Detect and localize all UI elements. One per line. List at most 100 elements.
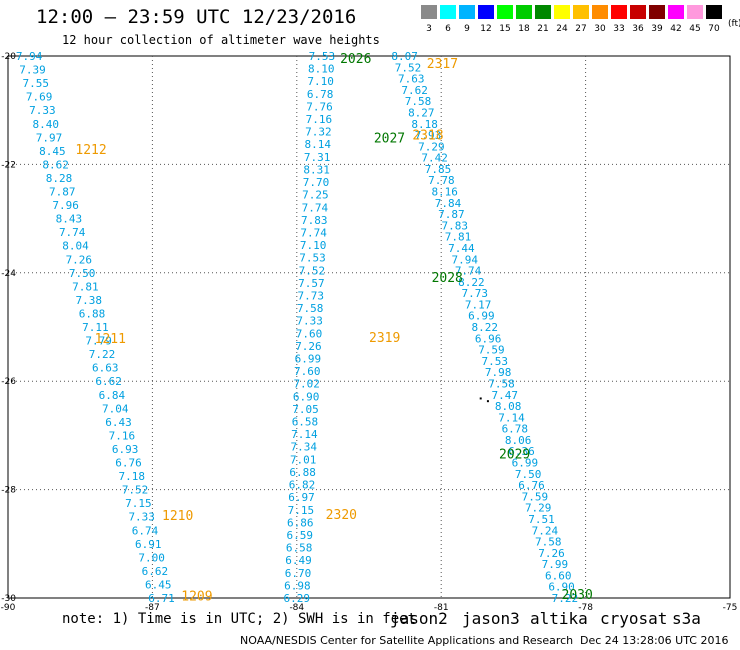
wave-height-value: 7.62 (401, 84, 428, 97)
wave-height-value: 7.58 (405, 95, 432, 108)
longitude-tick-label: -90 (1, 603, 16, 613)
wave-height-value: 7.00 (138, 551, 165, 564)
wave-height-value: 7.93 (415, 129, 442, 142)
wave-height-value: 6.62 (95, 375, 122, 388)
longitude-tick-label: -87 (145, 603, 160, 613)
wave-height-value: 7.25 (302, 189, 329, 202)
wave-height-value: 6.74 (132, 524, 159, 537)
wave-height-value: 7.10 (307, 75, 334, 88)
wave-height-value: 7.74 (59, 226, 86, 239)
wave-height-value: 7.81 (72, 280, 99, 293)
wave-height-value: 7.63 (398, 73, 425, 86)
wave-height-value: 7.58 (535, 536, 562, 549)
legend-altika: altika (530, 609, 588, 628)
wave-height-value: 7.73 (461, 287, 488, 300)
wave-height-value: 7.51 (528, 513, 555, 526)
latitude-tick-label: -26 (1, 377, 16, 387)
scale-swatch (421, 5, 437, 19)
wave-height-value: 7.53 (299, 252, 326, 265)
wave-height-value: 7.52 (299, 264, 326, 277)
wave-height-value: 6.90 (548, 581, 575, 594)
wave-height-value: 6.99 (295, 353, 322, 366)
scale-label: 6 (445, 24, 451, 34)
scale-label: 27 (575, 24, 587, 34)
data-dot (479, 397, 482, 400)
wave-height-value: 8.45 (39, 145, 66, 158)
wave-height-value: 7.97 (36, 131, 63, 144)
wave-height-value: 8.18 (411, 118, 438, 131)
wave-height-value: 8.08 (495, 400, 522, 413)
wave-height-value: 7.50 (515, 468, 542, 481)
wave-height-value: 6.90 (293, 390, 320, 403)
wave-height-value: 7.53 (482, 355, 509, 368)
scale-swatch (497, 5, 513, 19)
wave-height-value: 6.76 (518, 479, 545, 492)
scale-unit-label: (ft) (728, 19, 740, 29)
wave-height-value: 7.10 (300, 239, 327, 252)
scale-label: 18 (518, 24, 530, 34)
map-frame (7, 55, 731, 599)
wave-height-value: 7.42 (421, 152, 448, 165)
pass-time-label: 2319 (369, 331, 400, 346)
wave-height-value: 7.96 (52, 199, 79, 212)
scale-swatch (554, 5, 570, 19)
scale-swatch (459, 5, 475, 19)
wave-height-value: 7.26 (66, 253, 93, 266)
latitude-tick-label: -22 (1, 160, 16, 170)
wave-height-value: 7.16 (109, 429, 136, 442)
wave-height-value: 6.78 (307, 88, 334, 101)
wave-height-value: 8.04 (62, 240, 89, 253)
wave-height-value: 7.59 (522, 490, 549, 503)
wave-height-value: 6.71 (148, 592, 175, 605)
wave-height-value: 6.43 (105, 416, 132, 429)
scale-swatch (706, 5, 722, 19)
wave-height-value: 6.98 (284, 579, 311, 592)
wave-height-value: 7.05 (292, 403, 319, 416)
wave-height-value: 6.58 (286, 542, 313, 555)
scale-label: 9 (464, 24, 470, 34)
wave-height-value: 6.59 (286, 529, 313, 542)
wave-height-value: 7.47 (492, 389, 519, 402)
wave-height-value: 8.22 (458, 276, 485, 289)
wave-height-value: 7.69 (26, 91, 53, 104)
scale-label: 30 (594, 24, 606, 34)
wave-height-value: 7.32 (305, 126, 332, 139)
scale-swatch (630, 5, 646, 19)
wave-height-value: 7.15 (288, 504, 315, 517)
wave-height-value: 7.02 (293, 378, 320, 391)
wave-height-value: 6.36 (508, 445, 535, 458)
wave-height-value: 8.27 (408, 106, 435, 119)
scale-swatch (611, 5, 627, 19)
wave-height-value: 7.57 (298, 277, 325, 290)
wave-height-value: 7.99 (542, 558, 569, 571)
wave-height-value: 7.04 (102, 402, 129, 415)
wave-height-value: 6.45 (145, 578, 172, 591)
scale-label: 21 (537, 24, 549, 34)
wave-height-value: 7.44 (448, 242, 475, 255)
wave-height-value: 7.74 (302, 201, 329, 214)
wave-height-value: 6.58 (292, 416, 319, 429)
pass-time-label: 2027 (374, 131, 405, 146)
scale-swatch (573, 5, 589, 19)
wave-height-value: 8.62 (42, 158, 69, 171)
scale-swatch (668, 5, 684, 19)
wave-height-value: 7.50 (69, 267, 96, 280)
wave-height-value: 7.81 (445, 231, 472, 244)
wave-height-value: 6.96 (475, 332, 502, 345)
wave-height-value: 7.53 (309, 50, 336, 63)
wave-height-value: 7.33 (29, 104, 56, 117)
scale-label: 45 (689, 24, 701, 34)
scale-label: 12 (480, 24, 492, 34)
legend-s3a: s3a (672, 609, 701, 628)
wave-height-value: 8.31 (303, 163, 330, 176)
wave-height-value: 7.11 (82, 321, 109, 334)
wave-height-value: 6.60 (545, 569, 572, 582)
wave-height-value: 7.39 (19, 64, 46, 77)
wave-height-value: 7.17 (465, 298, 492, 311)
wave-height-value: 8.40 (32, 118, 59, 131)
wave-height-value: 7.60 (296, 327, 323, 340)
wave-height-value: 6.86 (287, 516, 314, 529)
wave-height-value: 7.26 (538, 547, 565, 560)
